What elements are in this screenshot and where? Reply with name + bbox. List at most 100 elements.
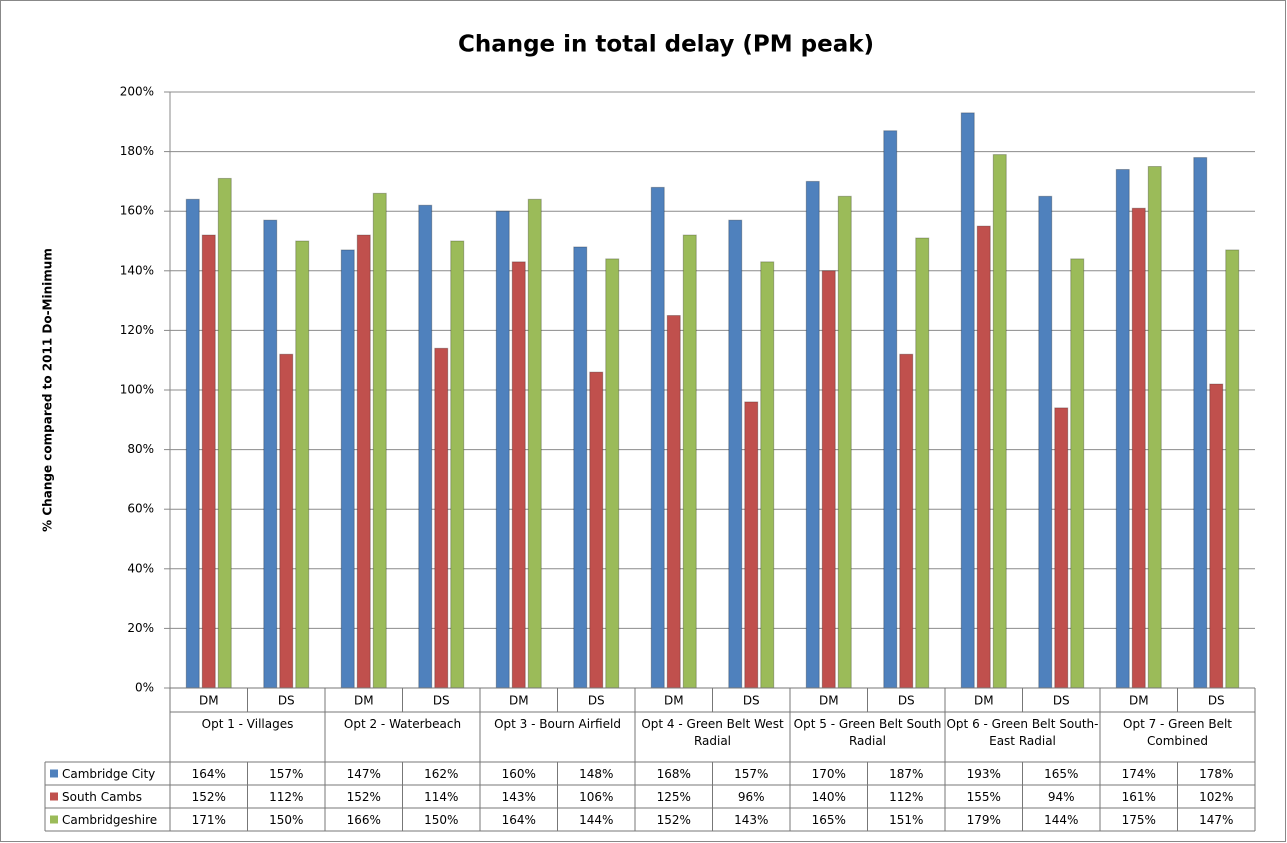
data-label: 164% [192,767,226,781]
group-label-box: Opt 1 - Villages [201,717,294,731]
bar [650,186,665,689]
y-tick-label: 20% [127,621,154,635]
data-label: 193% [967,767,1001,781]
bar [1070,258,1085,689]
group-label: Opt 4 - Green Belt West Radial [641,717,784,748]
group-label: Opt 7 - Green Belt Combined [1123,717,1232,748]
data-label: 157% [734,767,768,781]
bar [217,177,232,689]
data-label: 165% [812,813,846,827]
y-tick-label: 180% [120,144,154,158]
x-tick-label: DS [898,694,915,708]
data-label: 164% [502,813,536,827]
bar [805,180,820,689]
bar [511,261,526,689]
data-label: 171% [192,813,226,827]
bar [356,234,371,689]
group-label: Opt 6 - Green Belt South-East Radial [946,717,1099,748]
data-label: 140% [812,790,846,804]
data-label: 160% [502,767,536,781]
data-label: 187% [889,767,923,781]
y-tick-label: 160% [120,204,154,218]
bar [295,240,310,689]
data-label: 144% [1044,813,1078,827]
group-label: Opt 3 - Bourn Airfield [494,717,621,731]
y-axis-label: % Change compared to 2011 Do-Minimum [41,248,55,532]
data-label: 112% [889,790,923,804]
legend-label: Cambridge City [62,767,155,781]
data-label: 162% [424,767,458,781]
bar [1115,168,1130,689]
bar [1131,207,1146,689]
bar [434,347,449,689]
bar [1225,249,1240,689]
data-label: 155% [967,790,1001,804]
data-label: 102% [1199,790,1233,804]
data-label: 168% [657,767,691,781]
bar [1193,157,1208,689]
bar [589,371,604,689]
bar [915,237,930,689]
data-label: 175% [1122,813,1156,827]
data-label: 166% [347,813,381,827]
data-label: 152% [347,790,381,804]
bar [527,198,542,689]
data-label: 150% [424,813,458,827]
group-label-box: Opt 4 - Green Belt West Radial [641,717,784,748]
y-tick-label: 0% [135,681,154,695]
data-label: 147% [347,767,381,781]
bar [495,210,510,689]
bar [744,401,759,689]
legend-swatch [50,815,58,824]
bar [992,154,1007,689]
bar [605,258,620,689]
x-tick-label: DS [588,694,605,708]
bar [1209,383,1224,689]
group-label: Opt 1 - Villages [201,717,294,731]
data-label: 151% [889,813,923,827]
legend-label: South Cambs [62,790,142,804]
data-label: 94% [1048,790,1075,804]
group-label-box: Opt 5 - Green Belt South Radial [793,717,942,748]
x-tick-label: DM [664,694,684,708]
bar [263,219,278,689]
bar [837,195,852,689]
data-label: 143% [502,790,536,804]
x-tick-label: DM [1129,694,1149,708]
x-tick-label: DM [509,694,529,708]
bar [883,130,898,689]
bar [682,234,697,689]
data-label: 174% [1122,767,1156,781]
data-label: 150% [269,813,303,827]
data-label: 112% [269,790,303,804]
x-tick-label: DS [1053,694,1070,708]
data-label: 147% [1199,813,1233,827]
data-label: 114% [424,790,458,804]
chart-title: Change in total delay (PM peak) [458,32,874,58]
legend-swatch [50,769,58,778]
group-label: Opt 5 - Green Belt South Radial [793,717,942,748]
data-label: 157% [269,767,303,781]
bar [976,225,991,689]
x-tick-label: DS [743,694,760,708]
x-tick-label: DM [819,694,839,708]
data-label: 165% [1044,767,1078,781]
data-label: 143% [734,813,768,827]
bar [418,204,433,689]
y-tick-label: 100% [120,383,154,397]
y-tick-label: 140% [120,263,154,277]
bar [1054,407,1069,689]
bar [340,249,355,689]
group-label-box: Opt 3 - Bourn Airfield [494,717,621,731]
x-tick-label: DM [354,694,374,708]
bar [728,219,743,689]
bar [279,353,294,689]
y-tick-label: 200% [120,85,154,99]
x-tick-label: DS [278,694,295,708]
bar [1038,195,1053,689]
bar [573,246,588,689]
bar [960,112,975,689]
data-label: 144% [579,813,613,827]
group-label-box: Opt 7 - Green Belt Combined [1123,717,1232,748]
